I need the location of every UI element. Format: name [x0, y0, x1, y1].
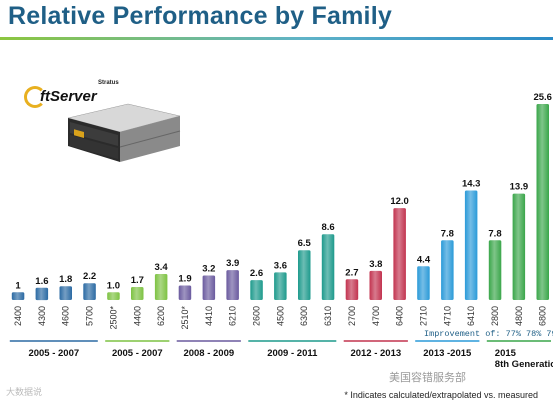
category-label: 4600: [61, 306, 71, 326]
value-label: 1.0: [107, 280, 120, 291]
category-label: 2710: [419, 306, 429, 326]
improvement-note: Improvement of: 77% 78% 79%: [424, 329, 553, 339]
bar-2600: [250, 280, 263, 300]
bar-6210: [226, 270, 239, 300]
group-label: 2008 - 2009: [183, 348, 234, 359]
group-label: 2009 - 2011: [267, 348, 318, 359]
value-label: 12.0: [390, 196, 409, 207]
category-label: 6210: [228, 306, 238, 326]
watermark-right: 美国容错服务部: [389, 372, 466, 384]
bar-4600: [59, 286, 72, 300]
bar-2710: [417, 266, 430, 300]
bar-6200: [154, 274, 168, 300]
category-label: 2600: [252, 306, 262, 326]
category-label: 4800: [514, 306, 524, 326]
value-label: 14.3: [462, 179, 481, 190]
bar-5700: [83, 283, 96, 300]
logo-swirl-icon: [24, 86, 46, 108]
category-labels-layer: 2400 4300 4600 5700 2500* 4400 6200 2510* 4410 62…: [13, 306, 548, 330]
category-label: 2700: [347, 306, 357, 326]
category-label: 4410: [204, 306, 214, 326]
value-label: 7.8: [441, 228, 454, 239]
server-image: [67, 103, 181, 162]
bar-2500*: [107, 292, 120, 300]
value-labels-layer: 1 1.6 1.8 2.2 1.0 1.7 3.4 1.9 3.2 3.9 2.6 3.6 6.5 8.6…: [15, 92, 552, 291]
bar-4710: [441, 240, 454, 300]
bar-2510*: [178, 285, 192, 300]
value-label: 1.7: [131, 275, 144, 286]
value-label: 8.6: [321, 222, 334, 233]
value-label: 3.8: [369, 259, 382, 270]
title-underline: [0, 37, 553, 40]
bar-2400: [11, 292, 25, 300]
value-label: 3.2: [202, 264, 215, 275]
ftserver-logo: Stratus ftServer: [22, 80, 132, 120]
category-label: 6310: [323, 306, 333, 326]
value-label: 7.8: [488, 228, 501, 239]
group-sublabel: 8th Generation: [495, 359, 553, 370]
category-label: 4400: [132, 306, 142, 326]
category-label: 5700: [85, 306, 95, 326]
category-label: 2800: [490, 306, 500, 326]
group-label: 2005 - 2007: [28, 348, 79, 359]
bar-6410: [464, 190, 478, 300]
logo-stratus-text: Stratus: [98, 80, 119, 86]
bar-4400: [131, 287, 144, 300]
value-label: 3.6: [274, 260, 287, 271]
bar-4700: [369, 270, 382, 300]
group-label: 2012 - 2013: [350, 348, 401, 359]
value-label: 2.7: [345, 267, 358, 278]
category-label: 4500: [275, 306, 285, 326]
group-label: 2005 - 2007: [112, 348, 163, 359]
bar-4500: [274, 272, 287, 300]
category-label: 4700: [371, 306, 381, 326]
value-label: 3.9: [226, 258, 239, 269]
watermark-left: 大数据说: [6, 387, 43, 397]
category-label: 2500*: [108, 306, 118, 330]
bar-4800: [512, 193, 526, 300]
bar-6300: [298, 250, 311, 300]
bars-layer: [11, 104, 549, 301]
group-label: 2013 -2015: [423, 348, 472, 359]
category-label: 4710: [442, 306, 452, 326]
group-label: 2015: [495, 348, 517, 359]
value-label: 2.2: [83, 271, 96, 282]
bar-6400: [393, 208, 406, 300]
category-label: 4300: [37, 306, 47, 326]
value-label: 3.4: [154, 262, 168, 273]
bar-6310: [321, 234, 335, 300]
value-label: 6.5: [298, 238, 312, 249]
value-label: 1: [15, 280, 21, 291]
value-label: 2.6: [250, 268, 263, 279]
value-label: 1.8: [59, 274, 72, 285]
bar-6800: [536, 104, 549, 300]
category-label: 2400: [13, 306, 23, 326]
bar-2800: [488, 240, 502, 300]
value-label: 1.6: [35, 276, 48, 287]
category-label: 2510*: [180, 306, 190, 330]
category-label: 6800: [538, 306, 548, 326]
category-label: 6400: [395, 306, 405, 326]
category-label: 6300: [299, 306, 309, 326]
value-label: 25.6: [533, 92, 552, 103]
bar-4410: [202, 275, 216, 300]
bar-4300: [35, 287, 49, 301]
category-label: 6410: [466, 306, 476, 326]
bar-2700: [345, 279, 359, 300]
group-labels-layer: 2005 - 2007 2005 - 2007 2008 - 2009 2009 - …: [28, 348, 553, 370]
value-label: 13.9: [510, 182, 529, 193]
value-label: 1.9: [178, 274, 191, 285]
value-label: 4.4: [417, 254, 431, 265]
page-title: Relative Performance by Family: [8, 2, 392, 30]
footnote: * Indicates calculated/extrapolated vs. …: [344, 390, 538, 400]
logo-brand-text: ftServer: [40, 88, 97, 105]
category-label: 6200: [156, 306, 166, 326]
